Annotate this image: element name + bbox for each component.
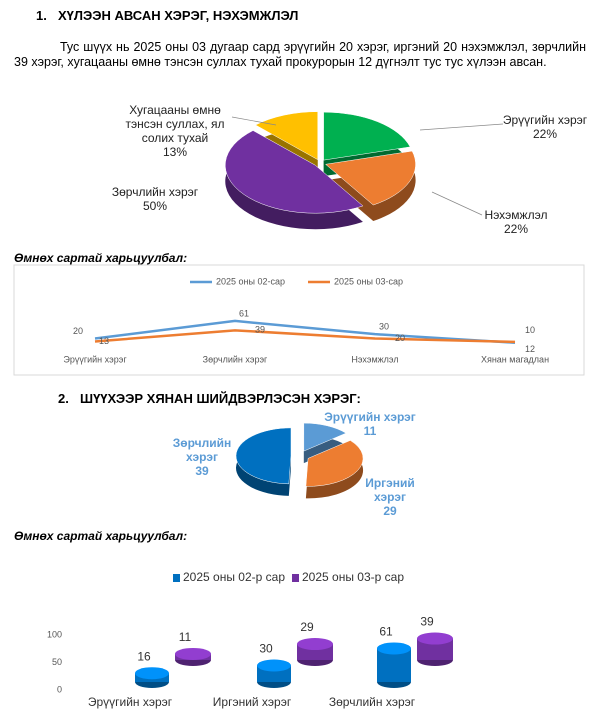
- legend-label: 2025 оны 03-сар: [334, 276, 403, 286]
- section-number: 1.: [36, 8, 47, 23]
- pie-value: 39: [195, 464, 209, 478]
- x-tick-label: Иргэний хэрэг: [213, 695, 292, 709]
- cylinder: [175, 647, 211, 666]
- section-title: ШҮҮХЭЭР ХЯНАН ШИЙДВЭРЛЭСЭН ХЭРЭГ:: [80, 391, 361, 406]
- x-tick-label: Эрүүгийн хэрэг: [63, 354, 127, 364]
- cylinder-top: [297, 638, 333, 651]
- comparison-label: Өмнөх сартай харьцуулбал:: [14, 529, 188, 543]
- pie-value: 50%: [142, 199, 168, 213]
- legend-swatch: [292, 574, 299, 582]
- cylinder: [297, 638, 333, 666]
- pie-value: 22%: [503, 222, 529, 236]
- data-label: 20: [73, 326, 83, 336]
- pie-label: Иргэний хэрэг 29: [350, 476, 430, 518]
- cylinder: [257, 659, 291, 688]
- data-label: 39: [255, 325, 265, 335]
- pie-slice: [225, 130, 364, 214]
- pie-label: Хугацааны өмнө тэнсэн суллах, ял солих т…: [120, 103, 230, 159]
- pie-slice: [235, 427, 292, 485]
- pie-category: Хугацааны өмнө тэнсэн суллах, ял солих т…: [125, 103, 225, 145]
- data-label: 11: [179, 630, 192, 644]
- data-label: 30: [379, 322, 389, 332]
- data-label: 20: [395, 333, 405, 343]
- data-label: 12: [525, 344, 535, 354]
- cylinder: [377, 642, 411, 688]
- pie-value: 13%: [162, 145, 188, 159]
- cylinder-top: [377, 642, 411, 655]
- pie-category: Иргэний хэрэг: [365, 476, 415, 504]
- leader-line: [431, 191, 483, 216]
- data-label: 61: [239, 308, 249, 318]
- y-tick-label: 100: [47, 629, 62, 639]
- pie-slice: [325, 150, 416, 206]
- x-tick-label: Зөрчлийн хэрэг: [329, 695, 416, 709]
- pie-slice: [323, 111, 411, 161]
- section-title: ХҮЛЭЭН АВСАН ХЭРЭГ, НЭХЭМЖЛЭЛ: [58, 8, 299, 23]
- pie-value: 22%: [532, 127, 558, 141]
- comparison-label: Өмнөх сартай харьцуулбал:: [14, 251, 188, 265]
- data-label: 39: [420, 615, 434, 629]
- data-label: 61: [379, 625, 393, 639]
- pie-category: Нэхэмжлэл: [484, 208, 548, 222]
- pie-label: Нэхэмжлэл 22%: [474, 208, 558, 236]
- series-line: [94, 329, 516, 344]
- cylinder: [417, 632, 453, 666]
- x-tick-label: Нэхэмжлэл: [351, 354, 398, 364]
- cylinder-body: [417, 638, 453, 660]
- pie-slice: [305, 440, 364, 487]
- legend-swatch: [173, 574, 180, 582]
- paragraph: Тус шүүх нь 2025 оны 03 дугаар сард эрүү…: [14, 40, 586, 69]
- pie-category: Эрүүгийн хэрэг: [324, 410, 416, 424]
- y-tick-label: 50: [52, 657, 62, 667]
- pie-label: Зөрчлийн хэрэг 50%: [100, 185, 210, 213]
- pie-label: Зөрчлийн хэрэг 39: [165, 436, 239, 478]
- pie-label: Эрүүгийн хэрэг 11: [318, 410, 422, 438]
- data-label: 10: [525, 325, 535, 335]
- data-label: 16: [137, 649, 151, 663]
- pie-category: Зөрчлийн хэрэг: [172, 436, 232, 464]
- series-line: [94, 319, 516, 344]
- legend-label: 2025 оны 02-р сар: [183, 570, 285, 584]
- pie-category: Эрүүгийн хэрэг: [502, 113, 588, 127]
- y-tick-label: 0: [57, 684, 62, 694]
- x-tick-label: Хянан магадлан: [481, 354, 549, 364]
- leader-line: [231, 116, 277, 126]
- pie-slice: [255, 111, 319, 161]
- legend-label: 2025 оны 03-р сар: [302, 570, 404, 584]
- cylinder-top: [257, 659, 291, 672]
- pie-value: 29: [383, 504, 397, 518]
- pie-category: Зөрчлийн хэрэг: [111, 185, 199, 199]
- cylinder-top: [135, 667, 169, 680]
- section-number: 2.: [58, 391, 69, 406]
- chart-frame: [13, 264, 585, 376]
- data-label: 30: [259, 642, 273, 656]
- cylinder: [135, 667, 169, 688]
- legend-label: 2025 оны 02-сар: [216, 276, 285, 286]
- pie-slice: [303, 422, 347, 452]
- data-label: 13: [99, 336, 109, 346]
- pie-label: Эрүүгийн хэрэг 22%: [495, 113, 595, 141]
- x-tick-label: Зөрчлийн хэрэг: [203, 354, 268, 364]
- leader-line: [419, 123, 504, 131]
- data-label: 29: [300, 620, 314, 634]
- pie-value: 11: [363, 424, 377, 438]
- x-tick-label: Эрүүгийн хэрэг: [88, 695, 173, 709]
- cylinder-top: [175, 647, 211, 660]
- cylinder-top: [417, 632, 453, 645]
